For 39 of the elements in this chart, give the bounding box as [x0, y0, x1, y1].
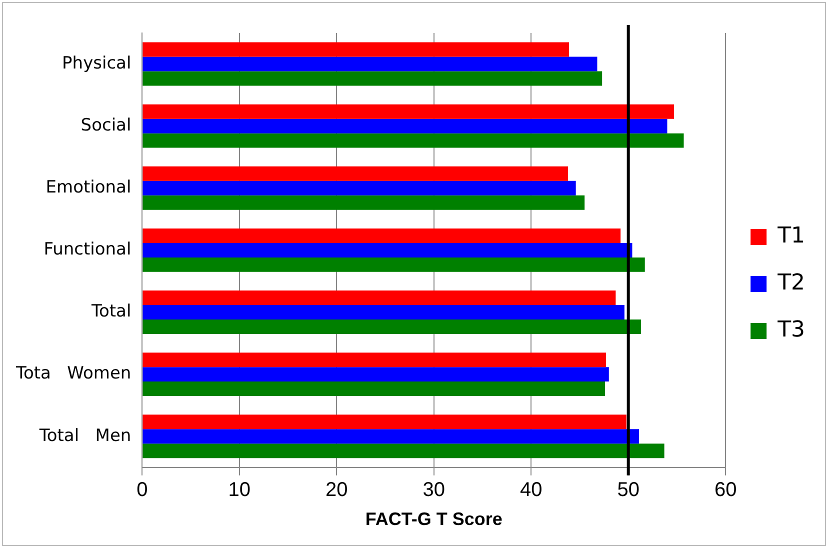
y-tick-label: Total [90, 302, 132, 322]
x-axis-title: FACT-G T Score [365, 509, 502, 530]
bar [142, 444, 664, 458]
x-tick-label: 50 [617, 478, 640, 501]
bar [142, 118, 668, 134]
bar [142, 257, 645, 272]
x-tick-label: 60 [714, 478, 737, 501]
bar [142, 166, 568, 181]
bar [142, 290, 616, 306]
y-tick-label: Functional [44, 240, 132, 260]
bar [142, 242, 632, 258]
legend-label: T2 [776, 270, 805, 296]
x-tick-label: 20 [326, 478, 348, 501]
bar [142, 195, 585, 210]
y-tick-label: Physical [62, 53, 132, 74]
bar [142, 319, 641, 334]
bar [142, 42, 570, 57]
bar [142, 429, 640, 444]
legend-label: T3 [776, 318, 805, 343]
bar [142, 382, 605, 396]
bar [142, 228, 621, 243]
x-tick-label: 30 [422, 478, 446, 501]
bar [142, 414, 626, 430]
y-tick-label: Tota Women [14, 364, 132, 384]
bar [142, 71, 602, 86]
x-tick-label: 10 [228, 478, 251, 501]
bar [142, 104, 674, 119]
bar [142, 367, 609, 382]
y-tick-label: Emotional [46, 178, 132, 198]
bar [142, 180, 576, 196]
bar [142, 305, 624, 320]
bar [142, 133, 684, 148]
x-tick-label: 0 [136, 478, 148, 501]
y-tick-label: Social [80, 116, 132, 136]
bar [142, 352, 606, 368]
bar [142, 56, 598, 72]
legend-label: T1 [776, 224, 805, 249]
y-tick-label: Total Men [38, 426, 132, 446]
x-tick-label: 40 [520, 478, 542, 501]
